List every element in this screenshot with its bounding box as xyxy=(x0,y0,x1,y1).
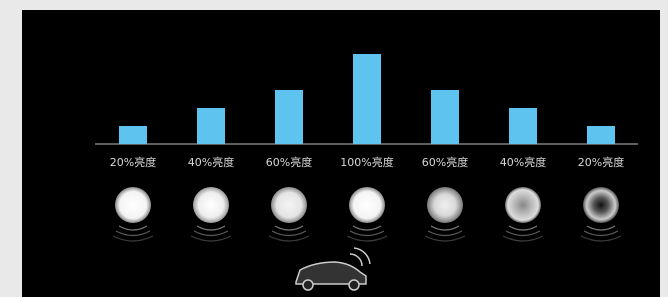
panel xyxy=(22,10,660,297)
light-bulb xyxy=(271,187,307,223)
x-tick-label: 40%亮度 xyxy=(500,155,546,169)
x-tick-label: 60%亮度 xyxy=(422,155,468,169)
x-tick-label: 100%亮度 xyxy=(340,155,393,169)
light-bulb xyxy=(349,187,385,223)
x-tick-label: 60%亮度 xyxy=(266,155,312,169)
x-tick-label: 40%亮度 xyxy=(188,155,234,169)
bar xyxy=(431,90,459,144)
chart: 20%亮度 40%亮度 60%亮度 100%亮度 60%亮度 40%亮度 20%亮度 xyxy=(0,0,668,297)
light-bulb xyxy=(427,187,463,223)
bar xyxy=(197,108,225,144)
light-bulb xyxy=(505,187,541,223)
x-tick-label: 20%亮度 xyxy=(578,155,624,169)
bar xyxy=(353,54,381,144)
bar xyxy=(119,126,147,144)
bar xyxy=(509,108,537,144)
light-bulb xyxy=(115,187,151,223)
light-bulb xyxy=(193,187,229,223)
x-tick-label: 20%亮度 xyxy=(110,155,156,169)
bar xyxy=(587,126,615,144)
light-bulb xyxy=(583,187,619,223)
bar xyxy=(275,90,303,144)
page: 20%亮度40%亮度60%亮度100%亮度60%亮度40%亮度20%亮度 (()… xyxy=(0,0,668,297)
